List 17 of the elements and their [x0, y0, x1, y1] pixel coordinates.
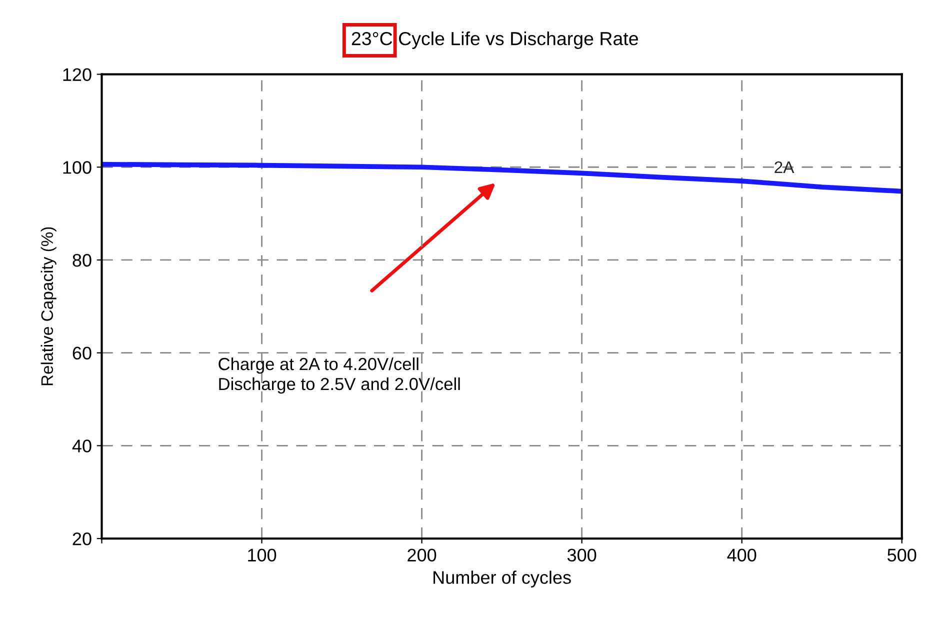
x-tick-label: 100: [248, 548, 276, 562]
y-axis-title: Relative Capacity (%): [40, 227, 56, 386]
y-tick-label: 120: [63, 68, 92, 81]
x-tick-label: 500: [888, 548, 916, 562]
x-tick-label: 200: [408, 548, 436, 562]
x-tick-label: 300: [567, 548, 596, 562]
line-series: [102, 162, 902, 194]
y-tick-label: 60: [72, 346, 92, 360]
y-tick-label: 100: [63, 161, 92, 174]
chart-title: 23°C Cycle Life vs Discharge Rate: [352, 31, 638, 49]
y-tick-label: 40: [72, 440, 92, 452]
annotation: Charge at 2A to 4.20V/cell Discharge to 2.5V and 2.0V/cell: [218, 357, 460, 394]
series-label: 2A: [774, 161, 794, 173]
x-tick-label: 400: [727, 548, 756, 562]
y-tick-label: 20: [72, 532, 92, 546]
y-tick-label: 80: [72, 254, 92, 267]
x-axis-title: Number of cycles: [434, 570, 571, 588]
